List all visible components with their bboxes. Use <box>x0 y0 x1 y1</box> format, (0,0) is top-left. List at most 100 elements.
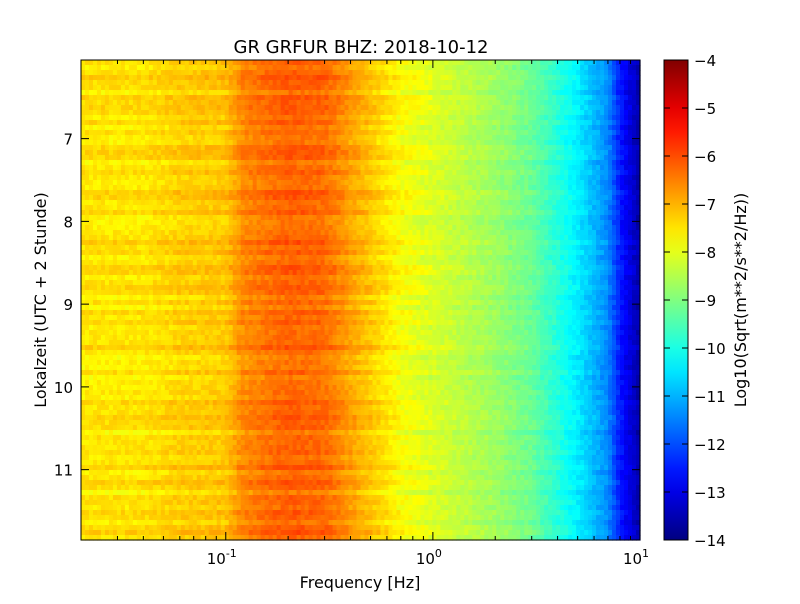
heatmap-cell <box>244 65 250 71</box>
heatmap-cell <box>268 505 274 511</box>
heatmap-cell <box>216 420 222 426</box>
heatmap-cell <box>160 365 166 371</box>
heatmap-cell <box>272 70 278 76</box>
heatmap-cell <box>228 475 234 481</box>
heatmap-cell <box>268 420 274 426</box>
heatmap-cell <box>84 495 90 501</box>
heatmap-cell <box>264 460 270 466</box>
heatmap-cell <box>224 90 230 96</box>
heatmap-cell <box>104 65 110 71</box>
heatmap-cell <box>280 70 286 76</box>
heatmap-cell <box>152 80 158 86</box>
heatmap-cell <box>100 125 106 131</box>
heatmap-cell <box>108 350 114 356</box>
heatmap-cell <box>264 480 270 486</box>
heatmap-cell <box>144 505 150 511</box>
heatmap-cell <box>192 235 198 241</box>
heatmap-cell <box>228 105 234 111</box>
heatmap-cell <box>188 280 194 286</box>
heatmap-cell <box>88 205 94 211</box>
heatmap-cell <box>188 190 194 196</box>
heatmap-cell <box>280 460 286 466</box>
heatmap-cell <box>96 150 102 156</box>
heatmap-cell <box>248 220 254 226</box>
heatmap-cell <box>172 85 178 91</box>
heatmap-cell <box>268 415 274 421</box>
heatmap-cell <box>196 105 202 111</box>
heatmap-cell <box>212 140 218 146</box>
heatmap-cell <box>81 80 86 86</box>
heatmap-cell <box>276 480 282 486</box>
heatmap-cell <box>172 145 178 151</box>
heatmap-cell <box>272 285 278 291</box>
heatmap-cell <box>88 355 94 361</box>
heatmap-cell <box>196 65 202 71</box>
heatmap-cell <box>164 370 170 376</box>
heatmap-cell <box>92 475 98 481</box>
heatmap-cell <box>148 110 154 116</box>
heatmap-cell <box>204 490 210 496</box>
heatmap-cell <box>152 295 158 301</box>
heatmap-cell <box>84 500 90 506</box>
heatmap-cell <box>192 475 198 481</box>
heatmap-cell <box>176 165 182 171</box>
heatmap-cell <box>148 200 154 206</box>
heatmap-cell <box>208 175 214 181</box>
heatmap-cell <box>160 150 166 156</box>
heatmap-cell <box>108 255 114 261</box>
heatmap-cell <box>152 195 158 201</box>
heatmap-cell <box>284 70 290 76</box>
heatmap-cell <box>96 330 102 336</box>
heatmap-cell <box>164 235 170 241</box>
heatmap-cell <box>212 380 218 386</box>
heatmap-cell <box>104 280 110 286</box>
heatmap-cell <box>168 370 174 376</box>
heatmap-cell <box>168 445 174 451</box>
heatmap-cell <box>120 165 126 171</box>
heatmap-cell <box>160 215 166 221</box>
heatmap-cell <box>140 425 146 431</box>
heatmap-cell <box>136 390 142 396</box>
heatmap-cell <box>264 260 270 266</box>
heatmap-cell <box>120 455 126 461</box>
heatmap-cell <box>260 95 266 101</box>
heatmap-cell <box>124 480 130 486</box>
heatmap-cell <box>132 510 138 516</box>
heatmap-cell <box>108 105 114 111</box>
heatmap-cell <box>220 310 226 316</box>
heatmap-cell <box>124 180 130 186</box>
heatmap-cell <box>224 510 230 516</box>
heatmap-cell <box>112 180 118 186</box>
heatmap-cell <box>272 275 278 281</box>
heatmap-cell <box>240 520 246 526</box>
heatmap-cell <box>252 160 258 166</box>
heatmap-cell <box>232 95 238 101</box>
heatmap-cell <box>236 385 242 391</box>
heatmap-cell <box>196 525 202 531</box>
heatmap-cell <box>228 305 234 311</box>
heatmap-cell <box>284 375 290 381</box>
heatmap-cell <box>81 230 86 236</box>
heatmap-cell <box>96 305 102 311</box>
heatmap-cell <box>132 165 138 171</box>
heatmap-cell <box>244 205 250 211</box>
heatmap-cell <box>220 195 226 201</box>
heatmap-cell <box>160 170 166 176</box>
heatmap-cell <box>100 525 106 531</box>
heatmap-cell <box>240 440 246 446</box>
heatmap-cell <box>268 140 274 146</box>
heatmap-cell <box>81 360 86 366</box>
heatmap-cell <box>272 200 278 206</box>
heatmap-cell <box>200 350 206 356</box>
heatmap-cell <box>84 120 90 126</box>
heatmap-cell <box>232 490 238 496</box>
heatmap-cell <box>148 525 154 531</box>
heatmap-cell <box>144 235 150 241</box>
heatmap-cell <box>284 235 290 241</box>
heatmap-cell <box>136 360 142 366</box>
heatmap-cell <box>84 490 90 496</box>
heatmap-cell <box>81 440 86 446</box>
heatmap-cell <box>124 115 130 121</box>
heatmap-cell <box>204 135 210 141</box>
heatmap-cell <box>132 455 138 461</box>
